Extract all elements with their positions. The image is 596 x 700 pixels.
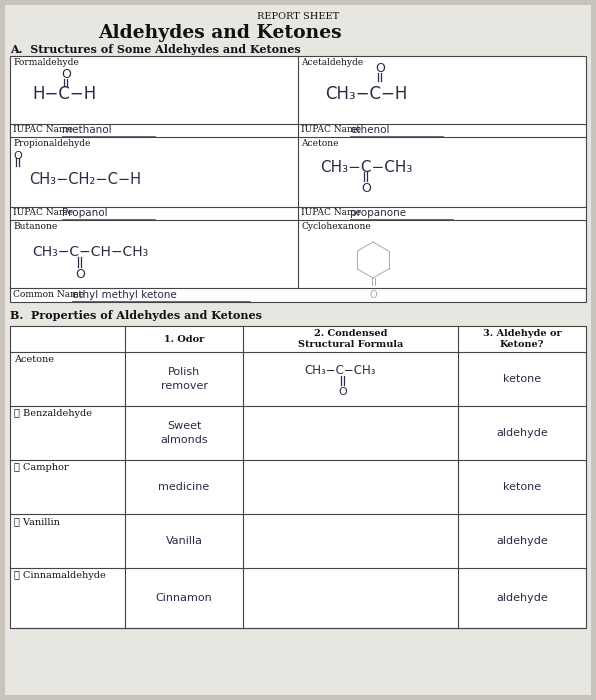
Text: Polish
remover: Polish remover — [160, 368, 207, 391]
Text: Propanol: Propanol — [62, 208, 108, 218]
Text: Acetone: Acetone — [14, 355, 54, 364]
Text: ✱ Benzaldehyde: ✱ Benzaldehyde — [14, 409, 92, 418]
Text: B.  Properties of Aldehydes and Ketones: B. Properties of Aldehydes and Ketones — [10, 310, 262, 321]
Text: CH₃−C−H: CH₃−C−H — [325, 85, 407, 103]
Text: REPORT SHEET: REPORT SHEET — [257, 12, 339, 21]
Text: ✱ Camphor: ✱ Camphor — [14, 463, 69, 472]
Text: ✱ Vanillin: ✱ Vanillin — [14, 517, 60, 526]
Text: Cyclohexanone: Cyclohexanone — [301, 222, 371, 231]
Text: CH₃−C−CH₃: CH₃−C−CH₃ — [305, 365, 376, 377]
Text: Acetone: Acetone — [301, 139, 339, 148]
Text: aldehyde: aldehyde — [496, 428, 548, 438]
Text: ketone: ketone — [503, 374, 541, 384]
Bar — [10, 56, 586, 302]
Text: ✱ Cinnamaldehyde: ✱ Cinnamaldehyde — [14, 571, 105, 580]
Text: 3. Aldehyde or
Ketone?: 3. Aldehyde or Ketone? — [483, 329, 561, 349]
Text: H−C−H: H−C−H — [33, 85, 97, 103]
Text: CH₃−CH₂−C−H: CH₃−CH₂−C−H — [29, 172, 141, 186]
Text: A.  Structures of Some Aldehydes and Ketones: A. Structures of Some Aldehydes and Keto… — [10, 44, 301, 55]
Text: Propionaldehyde: Propionaldehyde — [13, 139, 91, 148]
Text: aldehyde: aldehyde — [496, 593, 548, 603]
Text: Sweet
almonds: Sweet almonds — [160, 421, 208, 444]
Text: Butanone: Butanone — [13, 222, 57, 231]
Text: ethyl methyl ketone: ethyl methyl ketone — [72, 290, 177, 300]
Text: aldehyde: aldehyde — [496, 536, 548, 546]
Text: methanol: methanol — [62, 125, 111, 135]
Text: ketone: ketone — [503, 482, 541, 492]
Text: O: O — [13, 151, 21, 161]
Text: Aldehydes and Ketones: Aldehydes and Ketones — [98, 24, 342, 42]
Text: IUPAC Name: IUPAC Name — [301, 208, 364, 217]
Text: O: O — [61, 67, 71, 80]
Text: IUPAC Name: IUPAC Name — [301, 125, 364, 134]
Text: O: O — [75, 269, 85, 281]
Text: medicine: medicine — [159, 482, 210, 492]
Text: CH₃−C−CH−CH₃: CH₃−C−CH−CH₃ — [32, 245, 148, 259]
Text: O: O — [361, 183, 371, 195]
Text: O: O — [375, 62, 385, 74]
Text: O: O — [338, 387, 347, 397]
Text: O: O — [369, 290, 377, 300]
Text: Common Name: Common Name — [13, 290, 84, 299]
Text: Vanilla: Vanilla — [166, 536, 203, 546]
Text: IUPAC Name: IUPAC Name — [13, 208, 76, 217]
Bar — [10, 326, 586, 628]
Text: Formaldehyde: Formaldehyde — [13, 58, 79, 67]
Text: Cinnamon: Cinnamon — [156, 593, 212, 603]
Text: CH₃−C−CH₃: CH₃−C−CH₃ — [320, 160, 412, 174]
Text: Acetaldehyde: Acetaldehyde — [301, 58, 363, 67]
Text: propanone: propanone — [350, 208, 406, 218]
Text: IUPAC Name: IUPAC Name — [13, 125, 76, 134]
Text: 1. Odor: 1. Odor — [164, 335, 204, 344]
Text: 2. Condensed
Structural Formula: 2. Condensed Structural Formula — [298, 329, 403, 349]
Text: ethenol: ethenol — [350, 125, 390, 135]
